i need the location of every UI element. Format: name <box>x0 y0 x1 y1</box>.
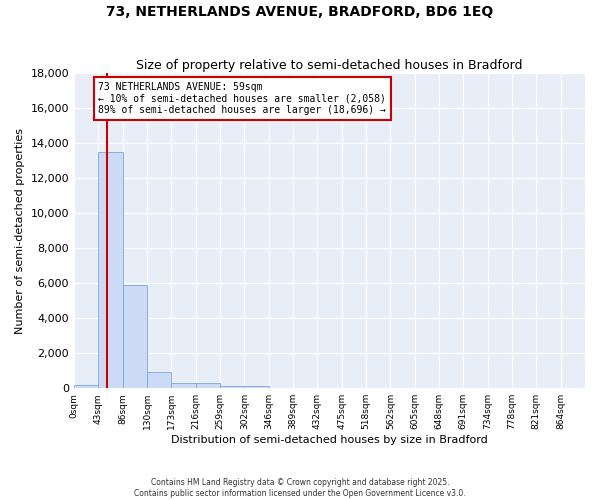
Bar <box>196 383 220 388</box>
Text: 73 NETHERLANDS AVENUE: 59sqm
← 10% of semi-detached houses are smaller (2,058)
8: 73 NETHERLANDS AVENUE: 59sqm ← 10% of se… <box>98 82 386 115</box>
Bar <box>220 386 244 388</box>
Bar <box>74 384 98 388</box>
X-axis label: Distribution of semi-detached houses by size in Bradford: Distribution of semi-detached houses by … <box>171 435 488 445</box>
Title: Size of property relative to semi-detached houses in Bradford: Size of property relative to semi-detach… <box>136 59 523 72</box>
Bar <box>123 285 147 388</box>
Y-axis label: Number of semi-detached properties: Number of semi-detached properties <box>15 128 25 334</box>
Bar <box>172 383 196 388</box>
Text: 73, NETHERLANDS AVENUE, BRADFORD, BD6 1EQ: 73, NETHERLANDS AVENUE, BRADFORD, BD6 1E… <box>106 5 494 19</box>
Bar <box>244 386 269 388</box>
Bar <box>147 372 172 388</box>
Text: Contains HM Land Registry data © Crown copyright and database right 2025.
Contai: Contains HM Land Registry data © Crown c… <box>134 478 466 498</box>
Bar <box>98 152 123 388</box>
